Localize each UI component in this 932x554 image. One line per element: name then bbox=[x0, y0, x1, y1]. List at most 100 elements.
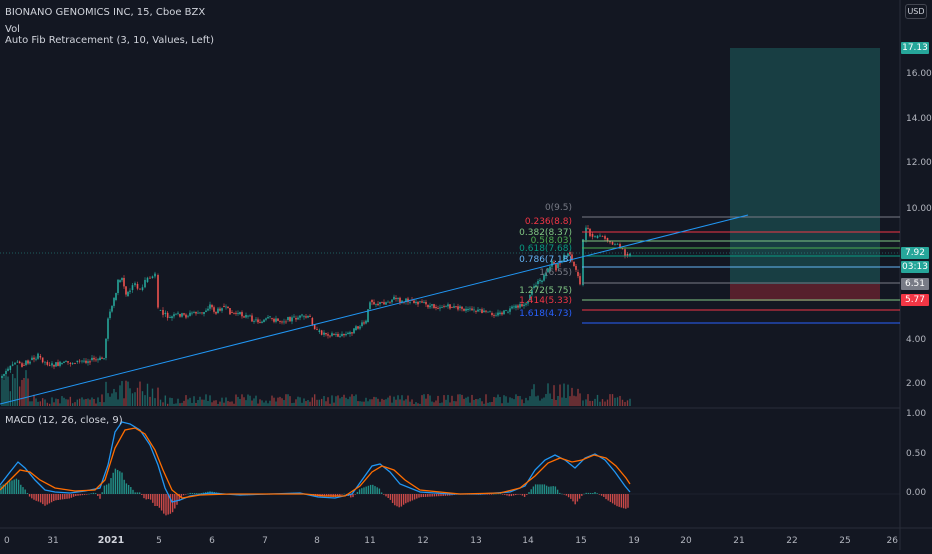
volume-bar bbox=[596, 394, 599, 406]
volume-bar bbox=[491, 401, 493, 406]
macd-histogram-bar bbox=[169, 494, 172, 514]
candle-body bbox=[179, 314, 181, 317]
macd-histogram-bar bbox=[541, 484, 543, 494]
volume-bar bbox=[479, 398, 481, 406]
candle-body bbox=[131, 285, 134, 290]
volume-bar bbox=[525, 397, 527, 406]
candle-body bbox=[46, 362, 49, 365]
candle-body bbox=[164, 312, 167, 314]
candle-body bbox=[347, 332, 349, 335]
volume-bar bbox=[433, 402, 435, 406]
long-position-target-zone[interactable] bbox=[730, 48, 880, 284]
time-axis-label: 20 bbox=[680, 536, 692, 546]
macd-axis-label: 0.00 bbox=[906, 488, 927, 498]
candle-body bbox=[125, 286, 127, 295]
volume-bar bbox=[39, 401, 42, 406]
candle-body bbox=[219, 308, 221, 311]
volume-bar bbox=[253, 398, 255, 406]
candle-body bbox=[359, 326, 361, 329]
candle-body bbox=[417, 301, 419, 305]
volume-bar bbox=[411, 399, 413, 406]
candle-body bbox=[399, 297, 401, 303]
macd-histogram-bar bbox=[178, 494, 180, 502]
candle-body bbox=[91, 357, 93, 360]
volume-bar bbox=[231, 401, 233, 406]
fib-label-1: 1(6.55) bbox=[539, 268, 572, 278]
long-position-stop-zone[interactable] bbox=[730, 284, 880, 301]
macd-histogram-bar bbox=[328, 494, 330, 497]
volume-bar bbox=[146, 383, 149, 406]
candle-body bbox=[157, 275, 159, 308]
volume-bar bbox=[295, 399, 297, 406]
macd-histogram-bar bbox=[163, 494, 165, 514]
macd-histogram-bar bbox=[37, 494, 40, 502]
macd-histogram-bar bbox=[605, 494, 607, 500]
volume-bar bbox=[499, 397, 501, 406]
candle-body bbox=[491, 313, 493, 316]
macd-histogram-bar bbox=[11, 480, 13, 494]
volume-bar bbox=[475, 398, 477, 406]
candle-body bbox=[183, 313, 185, 315]
candle-body bbox=[501, 312, 503, 315]
volume-bar bbox=[323, 396, 325, 406]
bar-countdown-tag: 03:13 bbox=[901, 261, 929, 273]
candle-body bbox=[67, 361, 69, 363]
volume-bar bbox=[18, 386, 21, 406]
candle-body bbox=[517, 305, 519, 308]
volume-bar bbox=[243, 397, 245, 406]
macd-histogram-bar bbox=[402, 494, 405, 505]
macd-histogram-bar bbox=[149, 494, 152, 500]
volume-bar bbox=[316, 399, 318, 406]
candle-body bbox=[579, 276, 581, 285]
macd-histogram-bar bbox=[554, 486, 557, 494]
time-axis-label: 26 bbox=[887, 536, 899, 546]
macd-legend[interactable]: MACD (12, 26, close, 9) bbox=[5, 415, 123, 426]
macd-histogram-bar bbox=[90, 493, 92, 494]
volume-bar bbox=[171, 398, 173, 406]
macd-histogram-bar bbox=[97, 494, 99, 496]
volume-bar bbox=[177, 398, 179, 406]
macd-histogram-bar bbox=[429, 494, 431, 497]
macd-histogram-bar bbox=[407, 494, 409, 503]
volume-bar bbox=[453, 401, 455, 406]
candle-body bbox=[251, 315, 253, 322]
macd-histogram-bar bbox=[534, 484, 537, 494]
candle-body bbox=[621, 248, 624, 250]
trendline[interactable] bbox=[0, 214, 749, 405]
volume-bar bbox=[493, 396, 495, 406]
volume-bar bbox=[505, 396, 507, 406]
candle-body bbox=[279, 321, 281, 322]
volume-bar bbox=[93, 398, 95, 406]
candle-body bbox=[235, 312, 237, 314]
volume-bar bbox=[591, 400, 594, 406]
macd-histogram-bar bbox=[365, 486, 367, 494]
candle-body bbox=[594, 235, 596, 237]
candle-body bbox=[275, 318, 277, 322]
macd-histogram-bar bbox=[431, 494, 433, 497]
volume-bar bbox=[78, 398, 81, 406]
candle-body bbox=[127, 291, 129, 296]
volume-bar bbox=[399, 399, 401, 406]
macd-histogram-bar bbox=[72, 494, 75, 497]
macd-histogram-bar bbox=[409, 494, 411, 502]
time-axis[interactable]: 0 31 2021 5 6 7 8 11 12 13 14 15 19 20 21 22 25 26 bbox=[4, 535, 898, 546]
volume-bar bbox=[609, 394, 611, 406]
candle-body bbox=[393, 296, 395, 300]
candle-body bbox=[83, 360, 85, 362]
volume-bar bbox=[217, 403, 219, 406]
candle-body bbox=[349, 332, 351, 334]
volume-bar bbox=[381, 398, 383, 406]
fib-legend[interactable]: Auto Fib Retracement (3, 10, Values, Lef… bbox=[5, 35, 214, 46]
volume-bar bbox=[189, 397, 191, 406]
candle-body bbox=[261, 321, 263, 323]
candle-body bbox=[547, 268, 549, 273]
macd-histogram-bar bbox=[114, 468, 117, 494]
macd-histogram-bar bbox=[13, 479, 15, 494]
currency-button[interactable]: USD bbox=[905, 4, 927, 19]
candle-body bbox=[162, 309, 164, 315]
volume-legend[interactable]: Vol bbox=[5, 24, 20, 35]
symbol-legend[interactable]: BIONANO GENOMICS INC, 15, Cboe BZX bbox=[5, 7, 206, 18]
volume-bar bbox=[435, 400, 437, 406]
